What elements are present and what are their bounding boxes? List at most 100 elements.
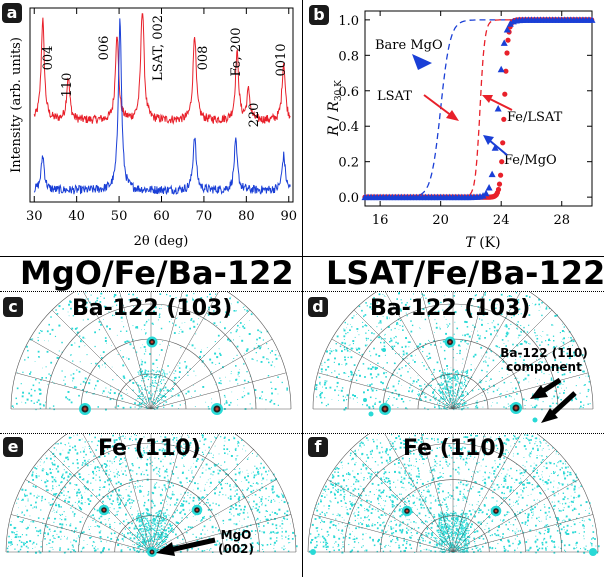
- pf-noise: [515, 359, 517, 361]
- pf-noise: [150, 500, 153, 503]
- pf-noise: [124, 459, 126, 461]
- pf-noise: [105, 306, 107, 308]
- pf-noise: [19, 521, 21, 523]
- pf-noise: [444, 399, 446, 401]
- pf-noise: [189, 327, 192, 330]
- pf-noise: [229, 508, 232, 511]
- pf-noise: [159, 293, 162, 295]
- pf-noise: [80, 340, 82, 343]
- pf-noise: [204, 550, 206, 552]
- pf-noise: [445, 386, 447, 388]
- pf-noise: [100, 296, 102, 297]
- pf-noise: [237, 541, 239, 543]
- pf-noise: [147, 494, 149, 496]
- pf-noise: [582, 407, 584, 409]
- pf-noise: [23, 544, 25, 546]
- pf-noise: [37, 350, 40, 353]
- pf-noise: [229, 485, 231, 487]
- pf-noise: [182, 503, 185, 506]
- pf-noise: [447, 381, 449, 383]
- pf-noise: [213, 489, 215, 491]
- pf-noise: [39, 529, 42, 532]
- pf-noise: [20, 545, 23, 548]
- pf-noise: [139, 446, 141, 448]
- pf-noise: [329, 350, 331, 351]
- pf-noise: [48, 550, 51, 553]
- pf-noise: [458, 390, 460, 392]
- pf-noise: [406, 502, 408, 504]
- pf-noise: [194, 482, 196, 485]
- pf-noise: [444, 408, 446, 410]
- pf-noise: [173, 379, 176, 381]
- xrd-peak-label: 008: [196, 46, 211, 71]
- pf-noise: [325, 405, 328, 407]
- pf-noise: [495, 354, 497, 356]
- pf-noise: [459, 403, 461, 405]
- pf-noise: [204, 438, 207, 441]
- pf-grid-radial: [48, 449, 152, 553]
- pf-noise: [424, 343, 427, 345]
- pf-noise: [209, 358, 212, 361]
- pf-noise: [270, 364, 273, 367]
- pf-noise: [136, 519, 138, 521]
- pf-noise: [210, 372, 212, 374]
- pf-noise: [321, 365, 323, 366]
- pf-noise: [28, 392, 31, 395]
- pf-noise: [122, 435, 124, 437]
- pf-noise: [162, 549, 164, 551]
- pf-noise: [166, 503, 168, 505]
- pf-noise: [492, 402, 494, 403]
- pf-noise: [56, 493, 58, 495]
- pf-noise: [192, 297, 193, 299]
- pf-noise: [524, 408, 526, 409]
- pf-noise: [495, 307, 497, 309]
- pf-noise: [245, 479, 248, 481]
- pf-noise: [376, 326, 378, 328]
- pf-noise: [223, 394, 226, 397]
- pf-noise: [139, 533, 141, 535]
- pf-grid-radial: [452, 292, 485, 410]
- pf-noise: [500, 313, 503, 315]
- pf-noise: [139, 438, 141, 441]
- pf-noise: [396, 498, 398, 500]
- pf-noise: [77, 467, 79, 469]
- pf-noise: [129, 532, 132, 534]
- pf-noise: [263, 551, 265, 553]
- pf-noise: [562, 406, 564, 408]
- pf-noise: [238, 502, 240, 503]
- pf-noise: [36, 401, 38, 403]
- pf-noise: [109, 465, 110, 467]
- pf-noise: [230, 371, 232, 372]
- pf-noise: [84, 446, 86, 448]
- pf-noise: [558, 396, 560, 398]
- pf-noise: [249, 375, 251, 377]
- pf-noise: [154, 312, 156, 314]
- pf-noise: [344, 356, 346, 359]
- xrd-ylabel: Intensity (arb. units): [9, 37, 24, 173]
- pf-noise: [274, 366, 276, 368]
- pf-noise: [146, 517, 148, 520]
- pf-noise: [434, 406, 436, 409]
- pf-noise: [189, 509, 191, 511]
- pf-noise: [316, 541, 318, 543]
- pf-noise: [65, 456, 68, 459]
- pf-noise: [270, 518, 272, 520]
- pf-noise: [81, 389, 84, 391]
- pf-noise: [174, 503, 176, 506]
- pf-noise: [166, 471, 168, 473]
- pf-noise: [484, 360, 486, 362]
- pf-noise: [261, 475, 262, 477]
- pf-noise: [343, 399, 345, 402]
- pf-noise: [145, 540, 147, 542]
- pf-noise: [168, 486, 171, 489]
- pf-noise: [256, 488, 258, 490]
- pf-noise: [494, 313, 496, 316]
- pf-noise: [442, 395, 444, 397]
- pf-noise: [207, 406, 210, 408]
- pf-noise: [536, 334, 538, 336]
- pf-noise: [247, 487, 249, 489]
- pf-noise: [537, 369, 539, 371]
- pf-noise: [448, 463, 451, 465]
- pf-noise: [87, 498, 90, 501]
- pf-noise: [268, 496, 270, 498]
